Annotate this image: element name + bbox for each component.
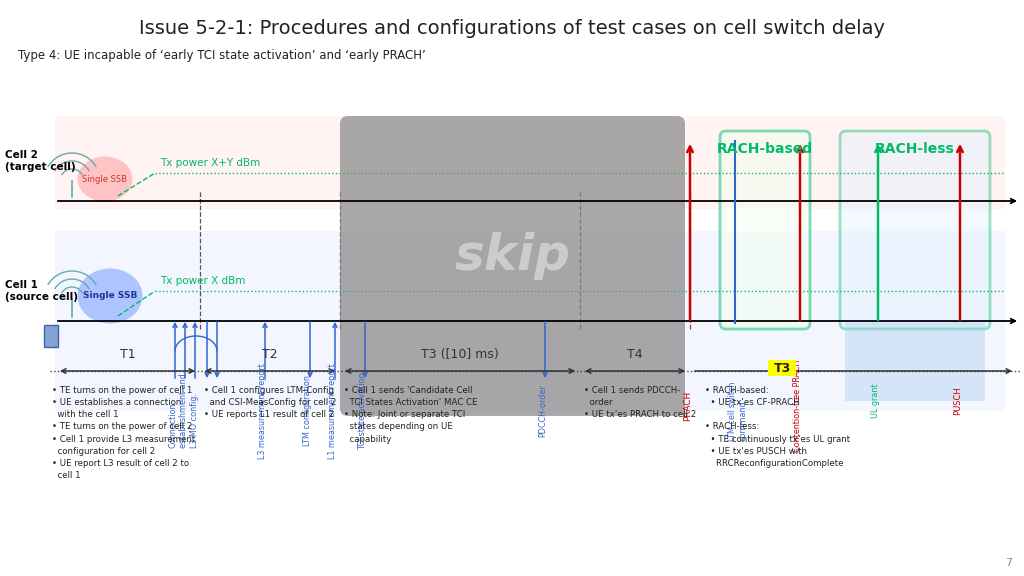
Text: • Cell 1 sends PDCCH-
  order
• UE tx'es PRACH to cell 2: • Cell 1 sends PDCCH- order • UE tx'es P… bbox=[584, 386, 696, 419]
Bar bbox=[44, 325, 58, 347]
Bar bbox=[768, 360, 796, 376]
Text: UL grant: UL grant bbox=[871, 384, 880, 418]
Text: LTM cell switch
command: LTM cell switch command bbox=[728, 381, 748, 441]
Text: • TE turns on the power of cell 1
• UE establishes a connection
  with the cell : • TE turns on the power of cell 1 • UE e… bbox=[52, 386, 196, 480]
Text: Tx power X dBm: Tx power X dBm bbox=[160, 276, 246, 286]
Text: Single SSB: Single SSB bbox=[83, 291, 137, 301]
Ellipse shape bbox=[78, 157, 132, 202]
Text: • Cell 1 configures LTM-Config
  and CSI-MeasConfig for cell 2
• UE reports L1 r: • Cell 1 configures LTM-Config and CSI-M… bbox=[204, 386, 337, 419]
Text: 7: 7 bbox=[1005, 558, 1012, 568]
Ellipse shape bbox=[78, 268, 142, 324]
Text: L3 measurement report: L3 measurement report bbox=[258, 363, 267, 459]
Text: RACH-less: RACH-less bbox=[876, 142, 954, 156]
Text: T3: T3 bbox=[773, 362, 791, 374]
Text: • RACH-based:
  • UE tx'es CF-PRACH

• RACH-less:
  • TE continuously tx'es UL g: • RACH-based: • UE tx'es CF-PRACH • RACH… bbox=[705, 386, 850, 468]
Text: Connection
establishment and
L3 MO config.: Connection establishment and L3 MO confi… bbox=[169, 374, 199, 448]
Text: RACH-based: RACH-based bbox=[717, 142, 813, 156]
Bar bbox=[845, 321, 985, 401]
Text: Type 4: UE incapable of ‘early TCI state activation’ and ‘early PRACH’: Type 4: UE incapable of ‘early TCI state… bbox=[18, 50, 426, 63]
Text: T3 ([10] ms): T3 ([10] ms) bbox=[421, 348, 499, 361]
Text: L1 measurement report: L1 measurement report bbox=[328, 363, 337, 459]
Text: Issue 5-2-1: Procedures and configurations of test cases on cell switch delay: Issue 5-2-1: Procedures and configuratio… bbox=[139, 18, 885, 37]
Text: PRACH: PRACH bbox=[683, 391, 692, 421]
Text: Single SSB: Single SSB bbox=[83, 175, 128, 184]
Text: Cell 2
(target cell): Cell 2 (target cell) bbox=[5, 150, 76, 172]
Text: T4: T4 bbox=[627, 348, 643, 361]
Text: T2: T2 bbox=[262, 348, 278, 361]
Text: Tx power X+Y dBm: Tx power X+Y dBm bbox=[160, 158, 260, 168]
Text: LTM configuration: LTM configuration bbox=[303, 376, 312, 446]
FancyBboxPatch shape bbox=[340, 116, 685, 416]
Text: PUSCH: PUSCH bbox=[953, 386, 962, 415]
Bar bbox=[55, 116, 1005, 209]
Text: PDCCH-order: PDCCH-order bbox=[538, 385, 547, 437]
Text: TCI state activation: TCI state activation bbox=[358, 372, 367, 450]
Text: skip: skip bbox=[455, 232, 570, 280]
Text: Cell 1
(source cell): Cell 1 (source cell) bbox=[5, 280, 78, 302]
Text: • Cell 1 sends 'Candidate Cell
  TCI States Activation' MAC CE
• Note: Joint or : • Cell 1 sends 'Candidate Cell TCI State… bbox=[344, 386, 477, 444]
FancyBboxPatch shape bbox=[840, 131, 990, 329]
Text: T1: T1 bbox=[120, 348, 135, 361]
Text: Contention-free PRACH: Contention-free PRACH bbox=[793, 360, 802, 452]
FancyBboxPatch shape bbox=[720, 131, 810, 329]
Bar bbox=[55, 231, 1005, 411]
